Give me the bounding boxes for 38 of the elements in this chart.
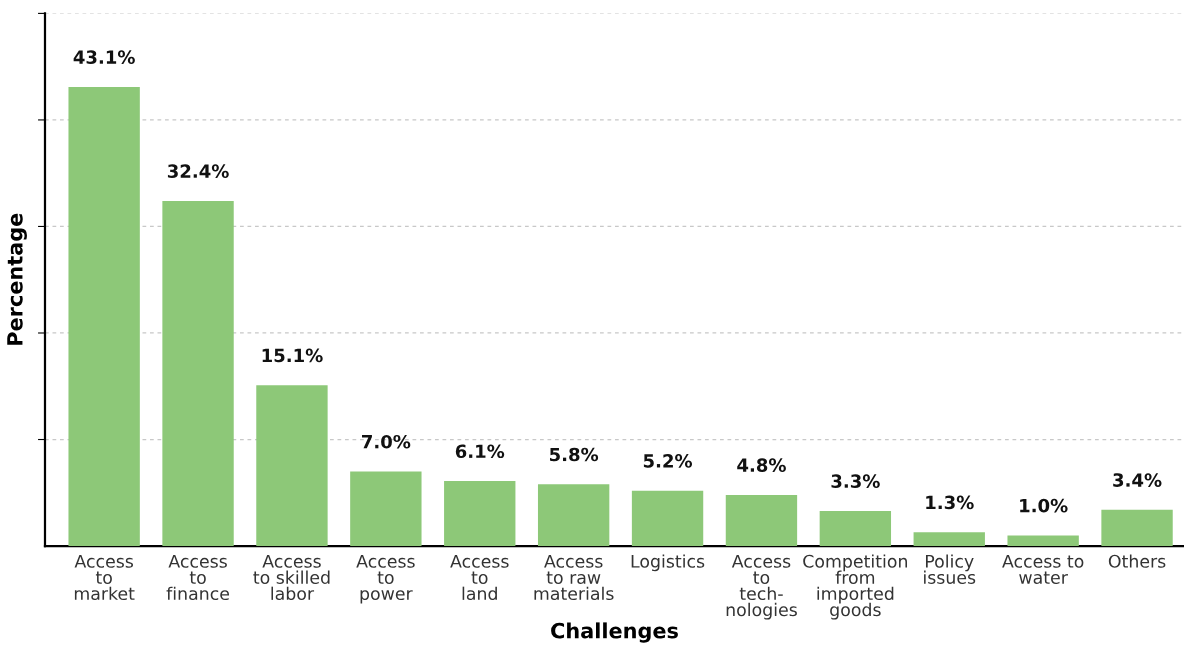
- data-label: 32.4%: [167, 164, 229, 178]
- x-tick-label: Access to water: [1002, 554, 1084, 584]
- x-tick-label: Access to market: [74, 554, 135, 601]
- data-label: 3.3%: [831, 474, 880, 488]
- bar: [350, 471, 422, 547]
- bar: [444, 481, 516, 547]
- data-label: 5.8%: [550, 447, 599, 462]
- data-label: 6.1%: [455, 444, 505, 459]
- x-tick-label: Others: [1108, 554, 1166, 568]
- bar: [1007, 535, 1079, 547]
- data-label: 15.1%: [262, 348, 323, 363]
- x-tick-label: Access to finance: [166, 554, 230, 601]
- bar: [162, 200, 234, 547]
- x-tick-label: Access to tech- nologies: [726, 554, 797, 620]
- bar: [631, 490, 704, 547]
- data-label: 1.0%: [1020, 498, 1068, 513]
- bar: [68, 86, 140, 547]
- bar: [725, 494, 798, 547]
- data-label: 5.2%: [643, 454, 693, 468]
- bar: [819, 510, 892, 547]
- data-label: 1.3%: [926, 495, 974, 510]
- bar: [537, 484, 610, 547]
- x-tick-label: Access to power: [356, 554, 415, 604]
- x-axis-title: Challenges: [551, 622, 678, 643]
- x-tick-label: Logistics: [631, 554, 705, 572]
- x-tick-label: Access to raw materials: [534, 554, 614, 601]
- x-tick-label: Access to land: [450, 554, 509, 601]
- bar: [913, 532, 985, 547]
- data-label: 43.1%: [73, 50, 135, 64]
- data-label: 4.8%: [737, 458, 786, 472]
- x-tick-label: Access to skilled labor: [253, 554, 330, 601]
- x-tick-label: Policy issues: [924, 554, 976, 584]
- bar: [256, 385, 328, 547]
- data-label: 3.4%: [1113, 473, 1162, 487]
- data-label: 7.0%: [362, 434, 411, 449]
- x-tick-label: Competition from imported goods: [803, 554, 907, 620]
- bar: [1101, 509, 1173, 547]
- y-axis-title: Percentage: [7, 213, 27, 345]
